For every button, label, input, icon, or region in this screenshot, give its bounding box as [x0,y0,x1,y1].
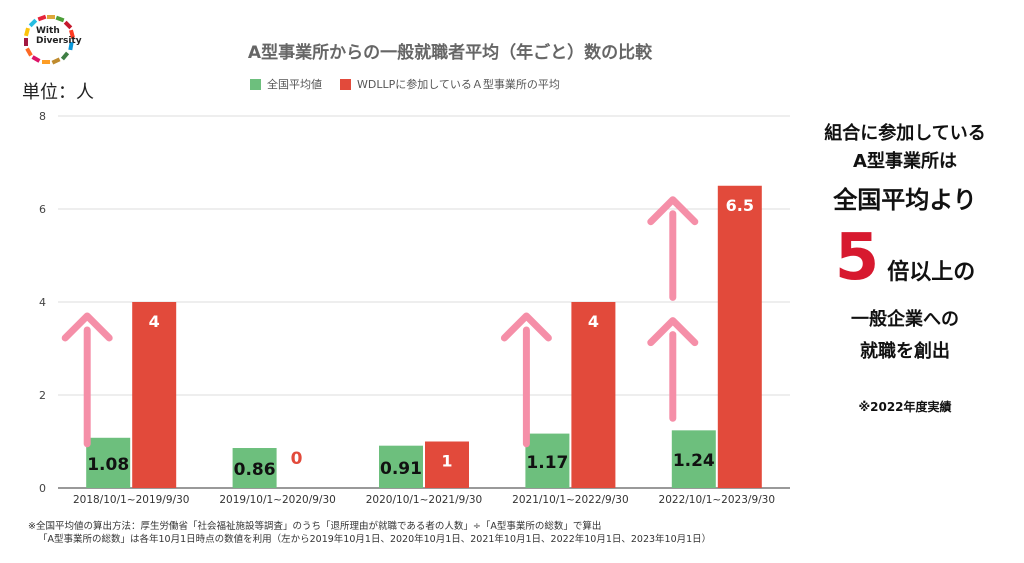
logo-line1: With [36,26,60,36]
legend-item-national: 全国平均値 [250,76,322,92]
x-tick-label: 2020/10/1~2021/9/30 [366,494,482,506]
y-tick-label: 2 [39,389,46,402]
bar-wdllp [717,185,762,488]
data-label-national: 1.24 [673,451,715,471]
y-tick-label: 0 [39,482,46,495]
up-arrow-icon-head [61,312,113,342]
y-tick-label: 4 [39,296,46,309]
unit-label: 単位：人 [22,82,94,103]
bar-wdllp [132,302,177,488]
logo-text: With Diversity [36,26,82,46]
callout-line6: 就職を創出 [860,341,950,362]
bar-wdllp [571,302,616,488]
chart-title: A型事業所からの一般就職者平均（年ごと）数の比較 [247,43,653,63]
x-tick-label: 2022/10/1~2023/9/30 [659,494,775,506]
callout-big-number: 5 [834,221,880,295]
footnote-line1: ※全国平均値の算出方法：厚生労働省「社会福祉施設等調査」のうち「退所理由が就職で… [28,521,602,532]
x-tick-label: 2021/10/1~2022/9/30 [512,494,628,506]
data-label-wdllp: 6.5 [726,196,754,215]
bar-national [379,445,423,488]
up-arrow-icon-head [647,196,699,226]
callout-note: ※2022年度実績 [858,400,952,414]
callout-multiplier-row: 5 倍以上の [800,226,1010,290]
data-label-wdllp: 0 [291,449,303,469]
logo-ring-icon [24,14,75,65]
with-diversity-logo [24,14,75,65]
y-tick-label: 8 [39,110,46,123]
x-tick-label: 2018/10/1~2019/9/30 [73,494,189,506]
footnote: ※全国平均値の算出方法：厚生労働省「社会福祉施設等調査」のうち「退所理由が就職で… [28,520,711,546]
bar-national [232,448,277,488]
logo-line2: Diversity [36,36,82,46]
y-tick-label: 6 [39,203,46,216]
callout-line1: 組合に参加している [824,123,986,144]
data-label-wdllp: 4 [149,312,160,331]
data-label-national: 1.08 [87,455,129,475]
chart-legend: 全国平均値 WDLLPに参加しているＡ型事業所の平均 [250,76,560,92]
legend-item-wdllp: WDLLPに参加しているＡ型事業所の平均 [340,76,560,92]
up-arrow-icon-head [500,312,552,342]
bar-national [86,437,131,488]
footnote-line2: 「A型事業所の総数」は各年10月1日時点の数値を利用（左から2019年10月1日… [38,534,712,545]
callout-line5: 一般企業への [851,309,959,330]
bar-national [671,430,716,488]
legend-label-national: 全国平均値 [267,78,322,91]
data-label-national: 0.91 [380,459,422,479]
legend-swatch-green [250,78,261,90]
data-label-wdllp: 4 [588,312,599,331]
data-label-wdllp: 1 [441,452,452,471]
bar-chart: 0 2 4 6 8 1.08 4 2018/10/1~2019/9/30 0.86 0 2019/1… [39,110,790,506]
side-callout: 組合に参加している A型事業所は 全国平均より 5 倍以上の 一般企業への 就職… [800,120,1010,415]
data-label-national: 1.17 [526,453,568,473]
data-label-national: 0.86 [234,460,276,480]
bar-wdllp [425,441,469,488]
callout-line2: A型事業所は [853,151,957,172]
legend-label-wdllp: WDLLPに参加しているＡ型事業所の平均 [357,78,560,91]
callout-after-number: 倍以上の [887,260,976,285]
x-tick-label: 2019/10/1~2020/9/30 [219,494,335,506]
bar-national [525,433,570,488]
up-arrow-icon-head [647,317,699,347]
callout-line3: 全国平均より [833,186,977,214]
legend-swatch-red [340,78,351,90]
